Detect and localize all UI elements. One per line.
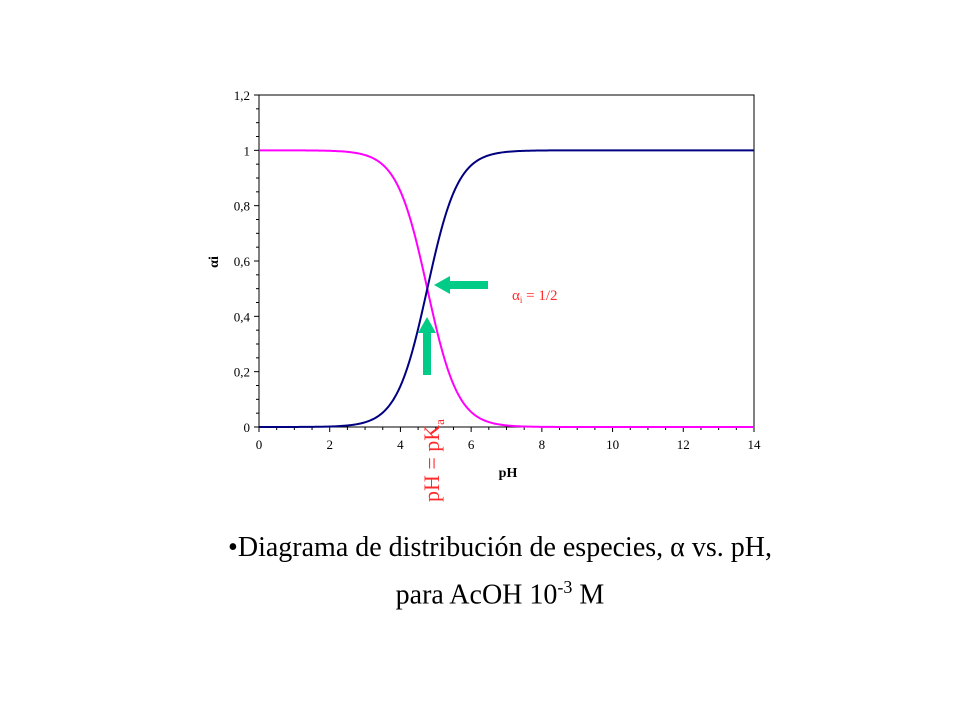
- x-tick-label: 0: [256, 437, 263, 452]
- y-tick-label: 0,2: [234, 365, 250, 380]
- half-value-arrow: [434, 276, 488, 294]
- y-axis-ticks: 0 0,2 0,4 0,6 0,8 1 1,2: [234, 88, 259, 435]
- x-tick-label: 14: [748, 437, 762, 452]
- series-line-1: [259, 149, 754, 428]
- y-tick-label: 0: [244, 420, 251, 435]
- pka-label: pH = pKa: [419, 419, 447, 502]
- y-tick-label: 1,2: [234, 88, 250, 103]
- x-tick-label: 4: [397, 437, 404, 452]
- caption-line-2: para AcOH 10-3 M: [395, 577, 605, 611]
- alpha-symbol: α: [670, 532, 685, 563]
- annotations: αi = 1/2 pH = pKa: [418, 276, 558, 502]
- x-tick-label: 12: [677, 437, 690, 452]
- y-tick-label: 0,6: [234, 254, 251, 269]
- x-axis-ticks: 0 2 4 6 8 10 12 14: [256, 427, 761, 452]
- pka-arrow: [418, 317, 436, 375]
- plot-axes: [258, 94, 755, 428]
- y-tick-label: 0,8: [234, 199, 250, 214]
- series-layer: [258, 149, 754, 428]
- x-tick-label: 10: [606, 437, 619, 452]
- y-axis-label: αi: [207, 256, 222, 268]
- x-axis-label: pH: [499, 466, 518, 481]
- x-tick-label: 2: [326, 437, 333, 452]
- y-tick-label: 1: [244, 143, 251, 158]
- caption-line-1: •Diagrama de distribución de especies, α…: [228, 532, 772, 563]
- plot-frame: [258, 94, 755, 428]
- series-line-2: [258, 149, 754, 428]
- x-tick-label: 8: [539, 437, 546, 452]
- y-tick-label: 0,4: [234, 309, 251, 324]
- x-tick-label: 6: [468, 437, 475, 452]
- alpha-half-label: αi = 1/2: [512, 288, 558, 305]
- bullet: •: [228, 532, 238, 563]
